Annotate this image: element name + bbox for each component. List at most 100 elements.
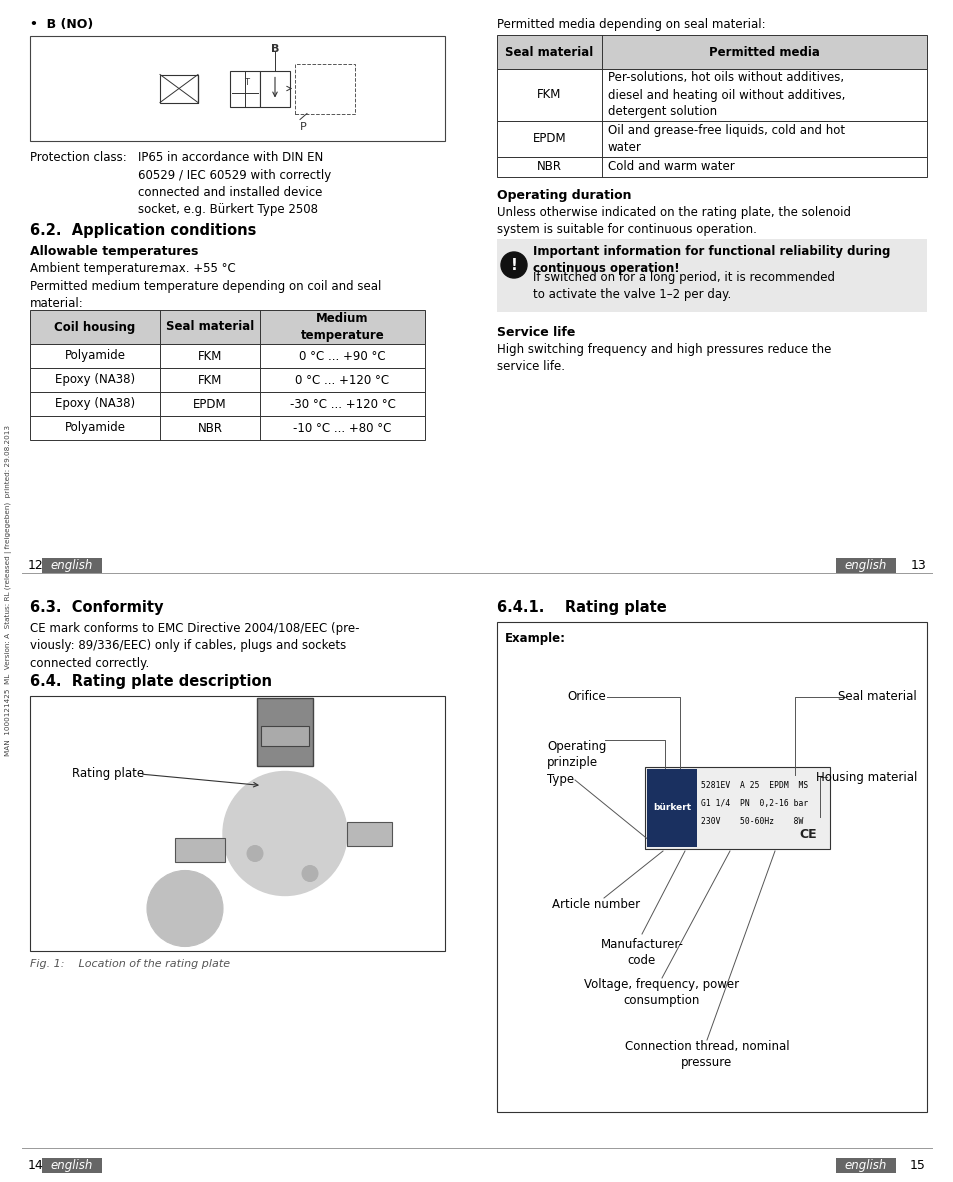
Bar — [256, 697, 313, 766]
Text: Important information for functional reliability during
continuous operation!: Important information for functional rel… — [533, 245, 889, 275]
Text: Permitted medium temperature depending on coil and seal
material:: Permitted medium temperature depending o… — [30, 280, 381, 310]
Text: 6.2.  Application conditions: 6.2. Application conditions — [30, 223, 256, 238]
Bar — [835, 558, 895, 573]
Text: EPDM: EPDM — [532, 132, 566, 145]
Text: 5281EV  A 25  EPDM  MS: 5281EV A 25 EPDM MS — [700, 781, 807, 790]
Text: FKM: FKM — [197, 374, 222, 387]
Text: MAN  1000121425  ML  Version: A  Status: RL (released | freigegeben)  printed: 2: MAN 1000121425 ML Version: A Status: RL … — [6, 426, 12, 756]
Text: english: english — [844, 1160, 886, 1173]
Text: max. +55 °C: max. +55 °C — [160, 262, 235, 275]
Text: Per-solutions, hot oils without additives,
diesel and heating oil without additi: Per-solutions, hot oils without additive… — [607, 71, 844, 118]
Text: P: P — [299, 122, 307, 131]
Text: B: B — [271, 44, 279, 54]
Bar — [835, 1158, 895, 1173]
Text: Protection class:: Protection class: — [30, 151, 127, 164]
Text: Allowable temperatures: Allowable temperatures — [30, 245, 198, 258]
Text: 6.4.  Rating plate description: 6.4. Rating plate description — [30, 674, 272, 689]
Text: 6.3.  Conformity: 6.3. Conformity — [30, 600, 163, 615]
Bar — [174, 838, 225, 862]
Bar — [30, 35, 444, 141]
Circle shape — [247, 845, 263, 862]
Text: •  B (NO): • B (NO) — [30, 18, 93, 31]
Bar — [497, 121, 926, 157]
Text: Manufacturer-
code: Manufacturer- code — [599, 939, 682, 967]
Text: 15: 15 — [909, 1160, 925, 1173]
Bar — [42, 558, 102, 573]
Bar — [30, 392, 424, 416]
Bar — [497, 35, 926, 69]
Text: Article number: Article number — [552, 898, 639, 911]
Text: Operating duration: Operating duration — [497, 189, 631, 202]
Text: english: english — [51, 1160, 93, 1173]
Text: Polyamide: Polyamide — [65, 350, 126, 363]
Text: NBR: NBR — [537, 161, 561, 174]
Text: 6.4.1.    Rating plate: 6.4.1. Rating plate — [497, 600, 666, 615]
Bar — [497, 157, 926, 177]
Text: Rating plate: Rating plate — [71, 767, 144, 780]
Bar — [347, 821, 392, 845]
Text: EPDM: EPDM — [193, 397, 227, 410]
Text: Unless otherwise indicated on the rating plate, the solenoid
system is suitable : Unless otherwise indicated on the rating… — [497, 206, 850, 236]
Bar — [30, 310, 424, 344]
Text: 230V    50-60Hz    8W: 230V 50-60Hz 8W — [700, 817, 802, 826]
Text: If switched on for a long period, it is recommended
to activate the valve 1–2 pe: If switched on for a long period, it is … — [533, 271, 834, 301]
Text: Voltage, frequency, power
consumption: Voltage, frequency, power consumption — [584, 978, 739, 1007]
Text: Service life: Service life — [497, 326, 575, 339]
Text: FKM: FKM — [197, 350, 222, 363]
Text: 13: 13 — [909, 559, 925, 572]
Circle shape — [147, 870, 223, 947]
Text: Seal material: Seal material — [838, 690, 916, 703]
Text: -10 °C ... +80 °C: -10 °C ... +80 °C — [293, 422, 392, 435]
Text: Orifice: Orifice — [566, 690, 605, 703]
Text: english: english — [844, 559, 886, 572]
Text: Connection thread, nominal
pressure: Connection thread, nominal pressure — [624, 1040, 788, 1069]
Text: G1 1/4  PN  0,2-16 bar: G1 1/4 PN 0,2-16 bar — [700, 799, 807, 808]
Text: 14: 14 — [28, 1160, 44, 1173]
Text: Coil housing: Coil housing — [54, 320, 135, 333]
Circle shape — [302, 865, 317, 882]
Bar — [497, 69, 926, 121]
Bar — [30, 368, 424, 392]
Text: T: T — [244, 78, 250, 87]
Circle shape — [223, 772, 347, 896]
Text: Operating
prinziple: Operating prinziple — [546, 740, 606, 769]
Bar — [497, 239, 926, 312]
Text: Seal material: Seal material — [166, 320, 253, 333]
Text: Ambient temperature:: Ambient temperature: — [30, 262, 162, 275]
Text: NBR: NBR — [197, 422, 222, 435]
Text: Housing material: Housing material — [815, 771, 916, 784]
Text: english: english — [51, 559, 93, 572]
Text: CE: CE — [799, 829, 816, 842]
Text: Cold and warm water: Cold and warm water — [607, 161, 734, 174]
Text: Medium
temperature: Medium temperature — [300, 312, 384, 342]
Bar — [42, 1158, 102, 1173]
Text: Fig. 1:    Location of the rating plate: Fig. 1: Location of the rating plate — [30, 959, 230, 969]
Text: Example:: Example: — [504, 632, 565, 645]
Text: bürkert: bürkert — [652, 804, 690, 812]
Bar — [646, 769, 697, 847]
Bar — [294, 64, 355, 113]
Text: Type: Type — [546, 773, 574, 786]
Bar — [30, 416, 424, 440]
Text: High switching frequency and high pressures reduce the
service life.: High switching frequency and high pressu… — [497, 343, 830, 374]
Text: Epoxy (NA38): Epoxy (NA38) — [55, 374, 135, 387]
Bar — [230, 71, 260, 106]
Text: Polyamide: Polyamide — [65, 422, 126, 435]
Text: -30 °C ... +120 °C: -30 °C ... +120 °C — [290, 397, 395, 410]
Text: IP65 in accordance with DIN EN
60529 / IEC 60529 with correctly
connected and in: IP65 in accordance with DIN EN 60529 / I… — [138, 151, 331, 216]
Text: Permitted media: Permitted media — [708, 45, 819, 58]
Bar — [160, 74, 198, 103]
Text: Seal material: Seal material — [505, 45, 593, 58]
Text: Epoxy (NA38): Epoxy (NA38) — [55, 397, 135, 410]
Text: CE mark conforms to EMC Directive 2004/108/EEC (pre-
viously: 89/336/EEC) only i: CE mark conforms to EMC Directive 2004/1… — [30, 622, 359, 670]
Bar — [30, 696, 444, 952]
Text: FKM: FKM — [537, 89, 561, 102]
Bar — [260, 71, 290, 106]
Text: !: ! — [510, 258, 517, 273]
Circle shape — [500, 252, 526, 278]
Bar — [30, 344, 424, 368]
Bar — [261, 726, 309, 746]
Bar — [497, 622, 926, 1112]
Text: Permitted media depending on seal material:: Permitted media depending on seal materi… — [497, 18, 765, 31]
Text: Oil and grease-free liquids, cold and hot
water: Oil and grease-free liquids, cold and ho… — [607, 124, 844, 154]
